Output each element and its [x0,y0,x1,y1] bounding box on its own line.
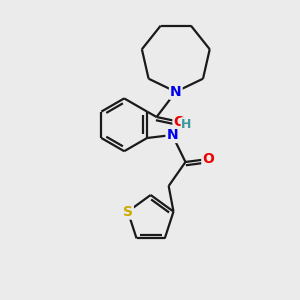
Text: N: N [170,85,182,99]
Text: O: O [202,152,214,166]
Text: N: N [167,128,178,142]
Text: O: O [173,115,185,129]
Text: S: S [123,205,133,219]
Text: H: H [181,118,192,131]
